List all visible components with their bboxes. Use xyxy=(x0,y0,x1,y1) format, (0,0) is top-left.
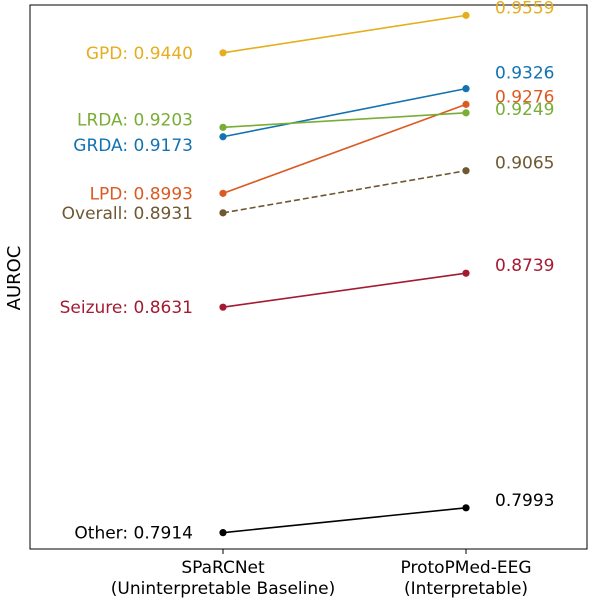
point-gpd-baseline xyxy=(219,49,227,57)
label-left-seizure: Seizure: 0.8631 xyxy=(60,298,193,318)
point-lpd-baseline xyxy=(219,189,227,197)
series-labels: GPD: 0.9440 0.9559 GRDA: 0.9173 0.9326 LPD: … xyxy=(60,0,555,544)
point-seizure-interpretable xyxy=(462,269,470,277)
point-lpd-interpretable xyxy=(462,100,470,108)
y-axis-label: AUROC xyxy=(4,246,25,311)
label-left-grda: GRDA: 0.9173 xyxy=(73,136,193,156)
label-left-overall: Overall: 0.8931 xyxy=(62,204,193,224)
label-right-lrda: 0.9249 xyxy=(495,100,554,120)
label-right-overall: 0.9065 xyxy=(495,154,554,174)
label-left-lrda: LRDA: 0.9203 xyxy=(77,110,193,130)
point-lrda-baseline xyxy=(219,123,227,131)
point-overall-baseline xyxy=(219,209,227,217)
label-right-grda: 0.9326 xyxy=(495,64,554,84)
label-left-gpd: GPD: 0.9440 xyxy=(86,44,193,64)
series-line-gpd xyxy=(222,14,467,54)
point-gpd-interpretable xyxy=(462,11,470,19)
plot-frame xyxy=(29,4,588,550)
series-line-grda xyxy=(222,87,467,138)
series-line-seizure xyxy=(222,272,467,308)
point-lrda-interpretable xyxy=(462,109,470,117)
label-right-seizure: 0.8739 xyxy=(495,256,554,276)
point-seizure-baseline xyxy=(219,303,227,311)
series-line-lpd xyxy=(222,103,467,195)
point-overall-interpretable xyxy=(462,167,470,175)
point-grda-interpretable xyxy=(462,85,470,93)
point-other-interpretable xyxy=(462,504,470,512)
series-line-overall xyxy=(222,169,467,214)
label-left-other: Other: 0.7914 xyxy=(74,524,193,544)
series-line-lrda xyxy=(222,112,467,129)
x-tick-label-0: SPaRCNet (Uninterpretable Baseline) xyxy=(111,558,336,599)
x-tick-label-1: ProtoPMed-EEG (Interpretable) xyxy=(401,558,532,599)
label-left-lpd: LPD: 0.8993 xyxy=(90,184,193,204)
series-line-other xyxy=(222,507,467,534)
point-grda-baseline xyxy=(219,133,227,141)
series-lines xyxy=(219,11,470,537)
label-right-other: 0.7993 xyxy=(495,491,554,511)
label-right-gpd: 0.9559 xyxy=(495,0,554,18)
x-axis-ticks: SPaRCNet (Uninterpretable Baseline) ProtoP… xyxy=(111,549,532,599)
label-right-lpd: 0.9276 xyxy=(495,87,554,107)
point-other-baseline xyxy=(219,529,227,537)
